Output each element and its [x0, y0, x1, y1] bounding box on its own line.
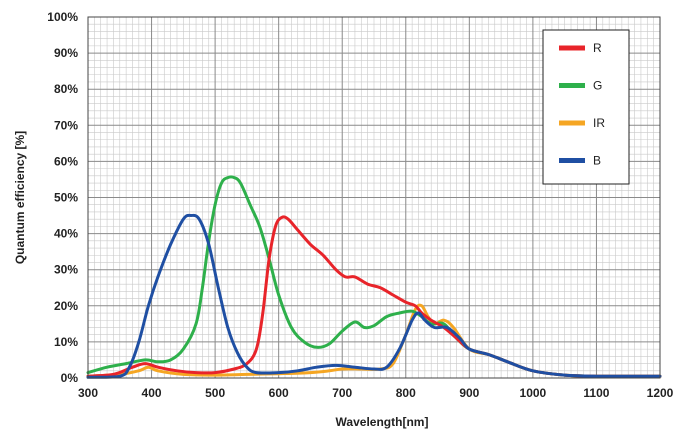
y-tick-label: 30%	[54, 263, 78, 277]
x-tick-label: 900	[459, 386, 479, 400]
legend: R G IR B	[542, 29, 630, 185]
y-tick-label: 10%	[54, 335, 78, 349]
legend-label-r: R	[593, 41, 602, 55]
x-axis-title: Wavelength[nm]	[336, 415, 429, 429]
x-tick-label: 700	[332, 386, 352, 400]
x-tick-label: 500	[205, 386, 225, 400]
y-tick-label: 0%	[61, 371, 79, 385]
x-tick-label: 800	[396, 386, 416, 400]
legend-label-b: B	[593, 154, 601, 168]
series-layer	[86, 175, 662, 379]
x-tick-label: 1000	[520, 386, 547, 400]
x-tick-label: 600	[269, 386, 289, 400]
y-tick-label: 80%	[54, 82, 78, 96]
y-tick-label: 90%	[54, 46, 78, 60]
y-tick-label: 20%	[54, 299, 78, 313]
y-axis-title: Quantum efficiency [%]	[13, 131, 27, 264]
y-axis-ticks: 0% 10% 20% 30% 40% 50% 60% 70% 80% 90% 100%	[47, 10, 78, 385]
x-tick-label: 400	[142, 386, 162, 400]
x-tick-label: 1200	[647, 386, 674, 400]
series-line-b	[86, 213, 662, 379]
y-tick-label: 70%	[54, 118, 78, 132]
y-tick-label: 60%	[54, 154, 78, 168]
legend-label-g: G	[593, 79, 602, 93]
x-tick-label: 1100	[583, 386, 609, 400]
plot-frame	[87, 16, 661, 379]
y-tick-label: 50%	[54, 191, 78, 205]
x-tick-label: 300	[78, 386, 98, 400]
legend-box	[542, 29, 630, 185]
y-tick-label: 40%	[54, 227, 78, 241]
legend-label-ir: IR	[593, 116, 605, 130]
y-tick-label: 100%	[47, 10, 78, 24]
x-axis-ticks: 300 400 500 600 700 800 900 1000 1100 1200	[78, 386, 674, 400]
